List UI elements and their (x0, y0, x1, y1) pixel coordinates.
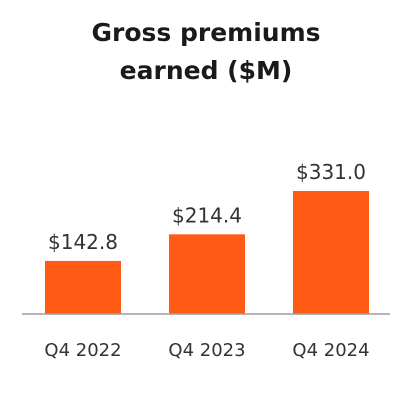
x-tick-labels-group: Q4 2022 Q4 2023 Q4 2024 (44, 340, 369, 361)
x-tick-label: Q4 2023 (168, 340, 245, 361)
data-labels-group: $142.8 $214.4 $331.0 (48, 160, 366, 254)
x-tick-label: Q4 2022 (44, 340, 121, 361)
data-label: $142.8 (48, 230, 118, 254)
bar-q4-2022 (45, 260, 121, 314)
data-label: $331.0 (296, 160, 366, 184)
chart-title-line-1: Gross premiums (91, 18, 321, 47)
bars-group (45, 191, 369, 314)
chart-title-line-2: earned ($M) (119, 56, 293, 85)
bar-q4-2023 (169, 234, 245, 314)
x-tick-label: Q4 2024 (292, 340, 369, 361)
bar-q4-2024 (293, 191, 369, 314)
data-label: $214.4 (172, 203, 242, 227)
chart-title: Gross premiums earned ($M) (0, 14, 412, 90)
